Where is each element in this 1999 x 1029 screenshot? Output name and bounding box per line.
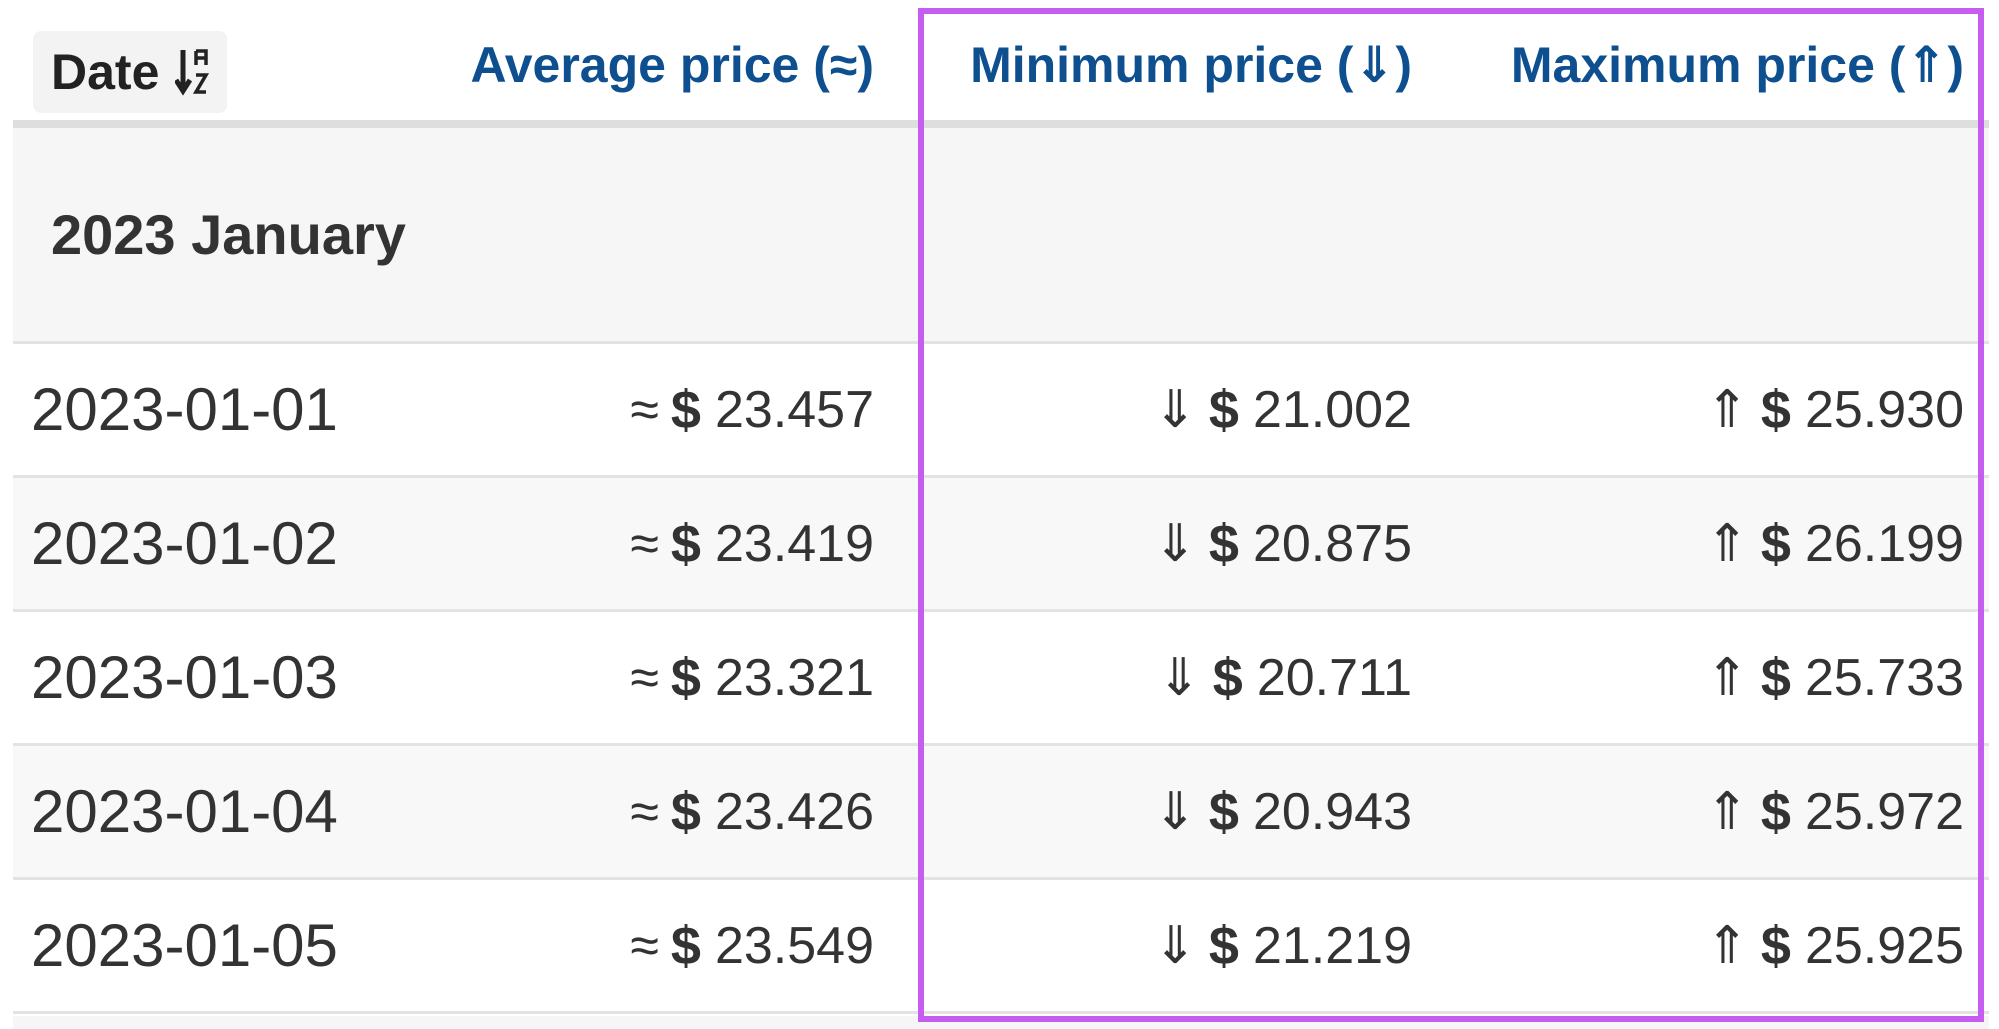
- month-group-label: 2023 January: [51, 203, 406, 266]
- currency-symbol: $: [670, 513, 701, 574]
- average-value: 23.426: [714, 782, 874, 841]
- currency-symbol: $: [670, 915, 701, 976]
- down-arrow-icon: ⇓: [1153, 782, 1197, 841]
- approx-icon: ≈: [630, 782, 659, 841]
- date-column-header[interactable]: Date: [33, 31, 228, 113]
- currency-symbol: $: [670, 781, 701, 842]
- minimum-price-cell: ⇓ $21.002: [1153, 344, 1412, 475]
- currency-symbol: $: [1760, 513, 1791, 574]
- price-table: Date Average price (≈) Minimum price (⇓)…: [13, 10, 1989, 1014]
- approx-icon: ≈: [630, 514, 659, 573]
- currency-symbol: $: [1760, 781, 1791, 842]
- up-arrow-icon: ⇑: [1705, 648, 1749, 707]
- date-header-label: Date: [51, 44, 160, 100]
- maximum-price-cell: ⇑ $25.925: [1705, 880, 1964, 1011]
- maximum-value: 25.733: [1804, 648, 1964, 707]
- down-arrow-icon: ⇓: [1153, 514, 1197, 573]
- approx-icon: ≈: [630, 916, 659, 975]
- average-value: 23.419: [714, 514, 874, 573]
- currency-symbol: $: [1212, 647, 1243, 708]
- currency-symbol: $: [1760, 379, 1791, 440]
- average-value: 23.457: [714, 380, 874, 439]
- minimum-value: 20.943: [1252, 782, 1412, 841]
- maximum-price-cell: ⇑ $25.972: [1705, 746, 1964, 877]
- minimum-value: 20.875: [1252, 514, 1412, 573]
- date-cell: 2023-01-05: [31, 912, 338, 979]
- maximum-value: 25.972: [1804, 782, 1964, 841]
- table-row: 2023-01-05 ≈ $23.549 ⇓ $21.219 ⇑ $25.925: [13, 880, 1989, 1014]
- minimum-price-cell: ⇓ $20.875: [1153, 478, 1412, 609]
- currency-symbol: $: [1208, 513, 1239, 574]
- approx-icon: ≈: [630, 648, 659, 707]
- minimum-price-cell: ⇓ $20.943: [1153, 746, 1412, 877]
- average-price-cell: ≈ $23.426: [630, 746, 874, 877]
- table-row: 2023-01-02 ≈ $23.419 ⇓ $20.875 ⇑ $26.199: [13, 478, 1989, 612]
- next-row-edge: [13, 1016, 1989, 1029]
- minimum-price-column-header[interactable]: Minimum price (⇓): [970, 37, 1412, 93]
- table-header: Date Average price (≈) Minimum price (⇓)…: [13, 10, 1989, 128]
- minimum-value: 20.711: [1256, 648, 1412, 707]
- currency-symbol: $: [1760, 915, 1791, 976]
- maximum-price-column-header[interactable]: Maximum price (⇑): [1510, 37, 1964, 93]
- date-cell: 2023-01-02: [31, 510, 338, 577]
- down-arrow-icon: ⇓: [1153, 916, 1197, 975]
- average-price-cell: ≈ $23.419: [630, 478, 874, 609]
- average-price-cell: ≈ $23.457: [630, 344, 874, 475]
- month-group-row: 2023 January: [13, 128, 1989, 344]
- average-value: 23.549: [714, 916, 874, 975]
- minimum-value: 21.219: [1252, 916, 1412, 975]
- maximum-price-cell: ⇑ $25.930: [1705, 344, 1964, 475]
- up-arrow-icon: ⇑: [1705, 380, 1749, 439]
- date-cell: 2023-01-03: [31, 644, 338, 711]
- approx-icon: ≈: [630, 380, 659, 439]
- maximum-price-cell: ⇑ $25.733: [1705, 612, 1964, 743]
- table-row: 2023-01-04 ≈ $23.426 ⇓ $20.943 ⇑ $25.972: [13, 746, 1989, 880]
- table-row: 2023-01-01 ≈ $23.457 ⇓ $21.002 ⇑ $25.930: [13, 344, 1989, 478]
- down-arrow-icon: ⇓: [1157, 648, 1201, 707]
- minimum-price-cell: ⇓ $21.219: [1153, 880, 1412, 1011]
- date-cell: 2023-01-04: [31, 778, 338, 845]
- currency-symbol: $: [670, 647, 701, 708]
- up-arrow-icon: ⇑: [1705, 916, 1749, 975]
- table-row: 2023-01-03 ≈ $23.321 ⇓ $20.711 ⇑ $25.733: [13, 612, 1989, 746]
- up-arrow-icon: ⇑: [1705, 514, 1749, 573]
- down-arrow-icon: ⇓: [1153, 380, 1197, 439]
- currency-symbol: $: [1760, 647, 1791, 708]
- date-cell: 2023-01-01: [31, 376, 338, 443]
- maximum-value: 26.199: [1804, 514, 1964, 573]
- minimum-price-cell: ⇓ $20.711: [1157, 612, 1412, 743]
- currency-symbol: $: [1208, 379, 1239, 440]
- sort-ascending-icon[interactable]: [175, 46, 210, 98]
- average-price-cell: ≈ $23.321: [630, 612, 874, 743]
- average-value: 23.321: [714, 648, 874, 707]
- currency-symbol: $: [1208, 781, 1239, 842]
- currency-symbol: $: [1208, 915, 1239, 976]
- maximum-value: 25.925: [1804, 916, 1964, 975]
- up-arrow-icon: ⇑: [1705, 782, 1749, 841]
- maximum-value: 25.930: [1804, 380, 1964, 439]
- average-price-cell: ≈ $23.549: [630, 880, 874, 1011]
- maximum-price-cell: ⇑ $26.199: [1705, 478, 1964, 609]
- minimum-value: 21.002: [1252, 380, 1412, 439]
- currency-symbol: $: [670, 379, 701, 440]
- average-price-column-header[interactable]: Average price (≈): [470, 37, 874, 93]
- table-body: 2023-01-01 ≈ $23.457 ⇓ $21.002 ⇑ $25.930 20…: [13, 344, 1989, 1014]
